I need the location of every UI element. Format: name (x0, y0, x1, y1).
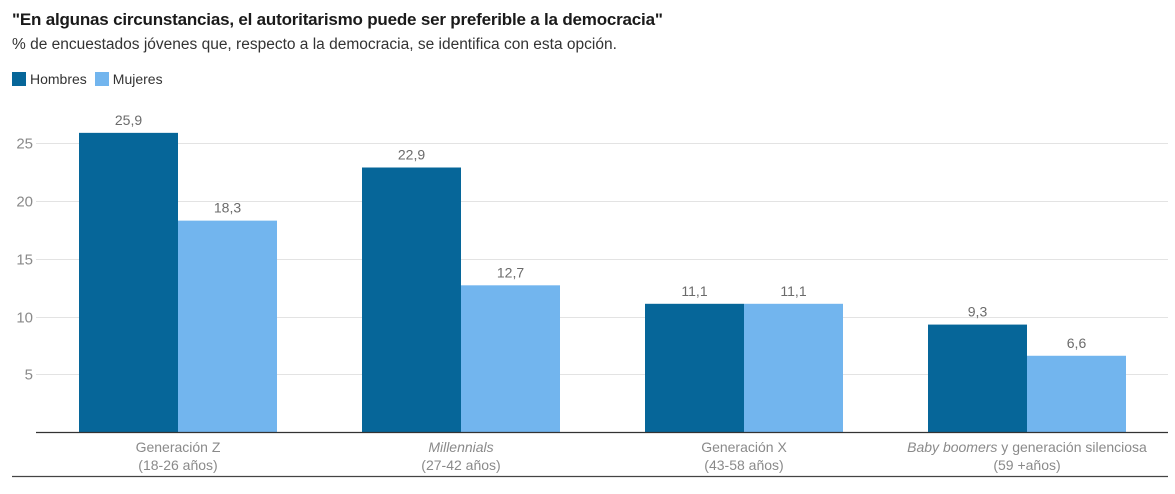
y-tick-label: 5 (25, 367, 33, 384)
bar-hombres-3 (928, 324, 1027, 432)
legend: Hombres Mujeres (12, 71, 171, 87)
category-label: Millennials (428, 439, 493, 455)
chart-subtitle: % de encuestados jóvenes que, respecto a… (12, 36, 617, 53)
y-tick-label: 25 (16, 136, 33, 153)
category-sublabel: (43-58 años) (704, 457, 783, 473)
value-label: 9,3 (968, 304, 988, 320)
bar-mujeres-2 (744, 303, 843, 432)
bars (79, 132, 1126, 433)
value-label: 18,3 (214, 200, 241, 216)
legend-label-hombres: Hombres (30, 71, 87, 87)
value-labels: 25,9 22,9 11,1 9,3 18,3 12,7 11,1 6,6 (115, 112, 1087, 351)
bar-hombres-0 (79, 132, 178, 433)
category-sublabel: (59 +años) (993, 457, 1060, 473)
value-label: 25,9 (115, 112, 142, 128)
y-tick-label: 20 (16, 194, 33, 211)
value-label: 6,6 (1067, 335, 1087, 351)
category-sublabel: (18-26 años) (138, 457, 217, 473)
legend-label-mujeres: Mujeres (112, 71, 163, 87)
bar-hombres-1 (362, 167, 461, 432)
bar-mujeres-0 (178, 220, 277, 432)
value-label: 12,7 (497, 264, 524, 280)
value-label: 11,1 (681, 283, 707, 299)
category-label: Generación Z (136, 439, 221, 455)
x-axis-labels: Generación Z (18-26 años) Millennials (27-4… (136, 439, 1147, 473)
bar-mujeres-3 (1027, 355, 1126, 432)
legend-item-hombres: Hombres (12, 71, 87, 87)
y-tick-label: 10 (16, 310, 33, 327)
bar-mujeres-1 (461, 285, 560, 432)
value-label: 11,1 (780, 283, 806, 299)
bar-hombres-2 (645, 303, 744, 432)
category-sublabel: (27-42 años) (421, 457, 500, 473)
y-axis-ticks: 5 10 15 20 25 (16, 136, 33, 384)
chart-title: "En algunas circunstancias, el autoritar… (12, 10, 663, 29)
y-tick-label: 15 (16, 252, 33, 269)
legend-item-mujeres: Mujeres (94, 71, 163, 87)
legend-swatch-mujeres (94, 72, 109, 86)
legend-swatch-hombres (12, 72, 26, 86)
category-label: Generación X (701, 439, 787, 455)
category-label: Baby boomers y generación silenciosa (907, 439, 1147, 455)
value-label: 22,9 (398, 147, 425, 163)
